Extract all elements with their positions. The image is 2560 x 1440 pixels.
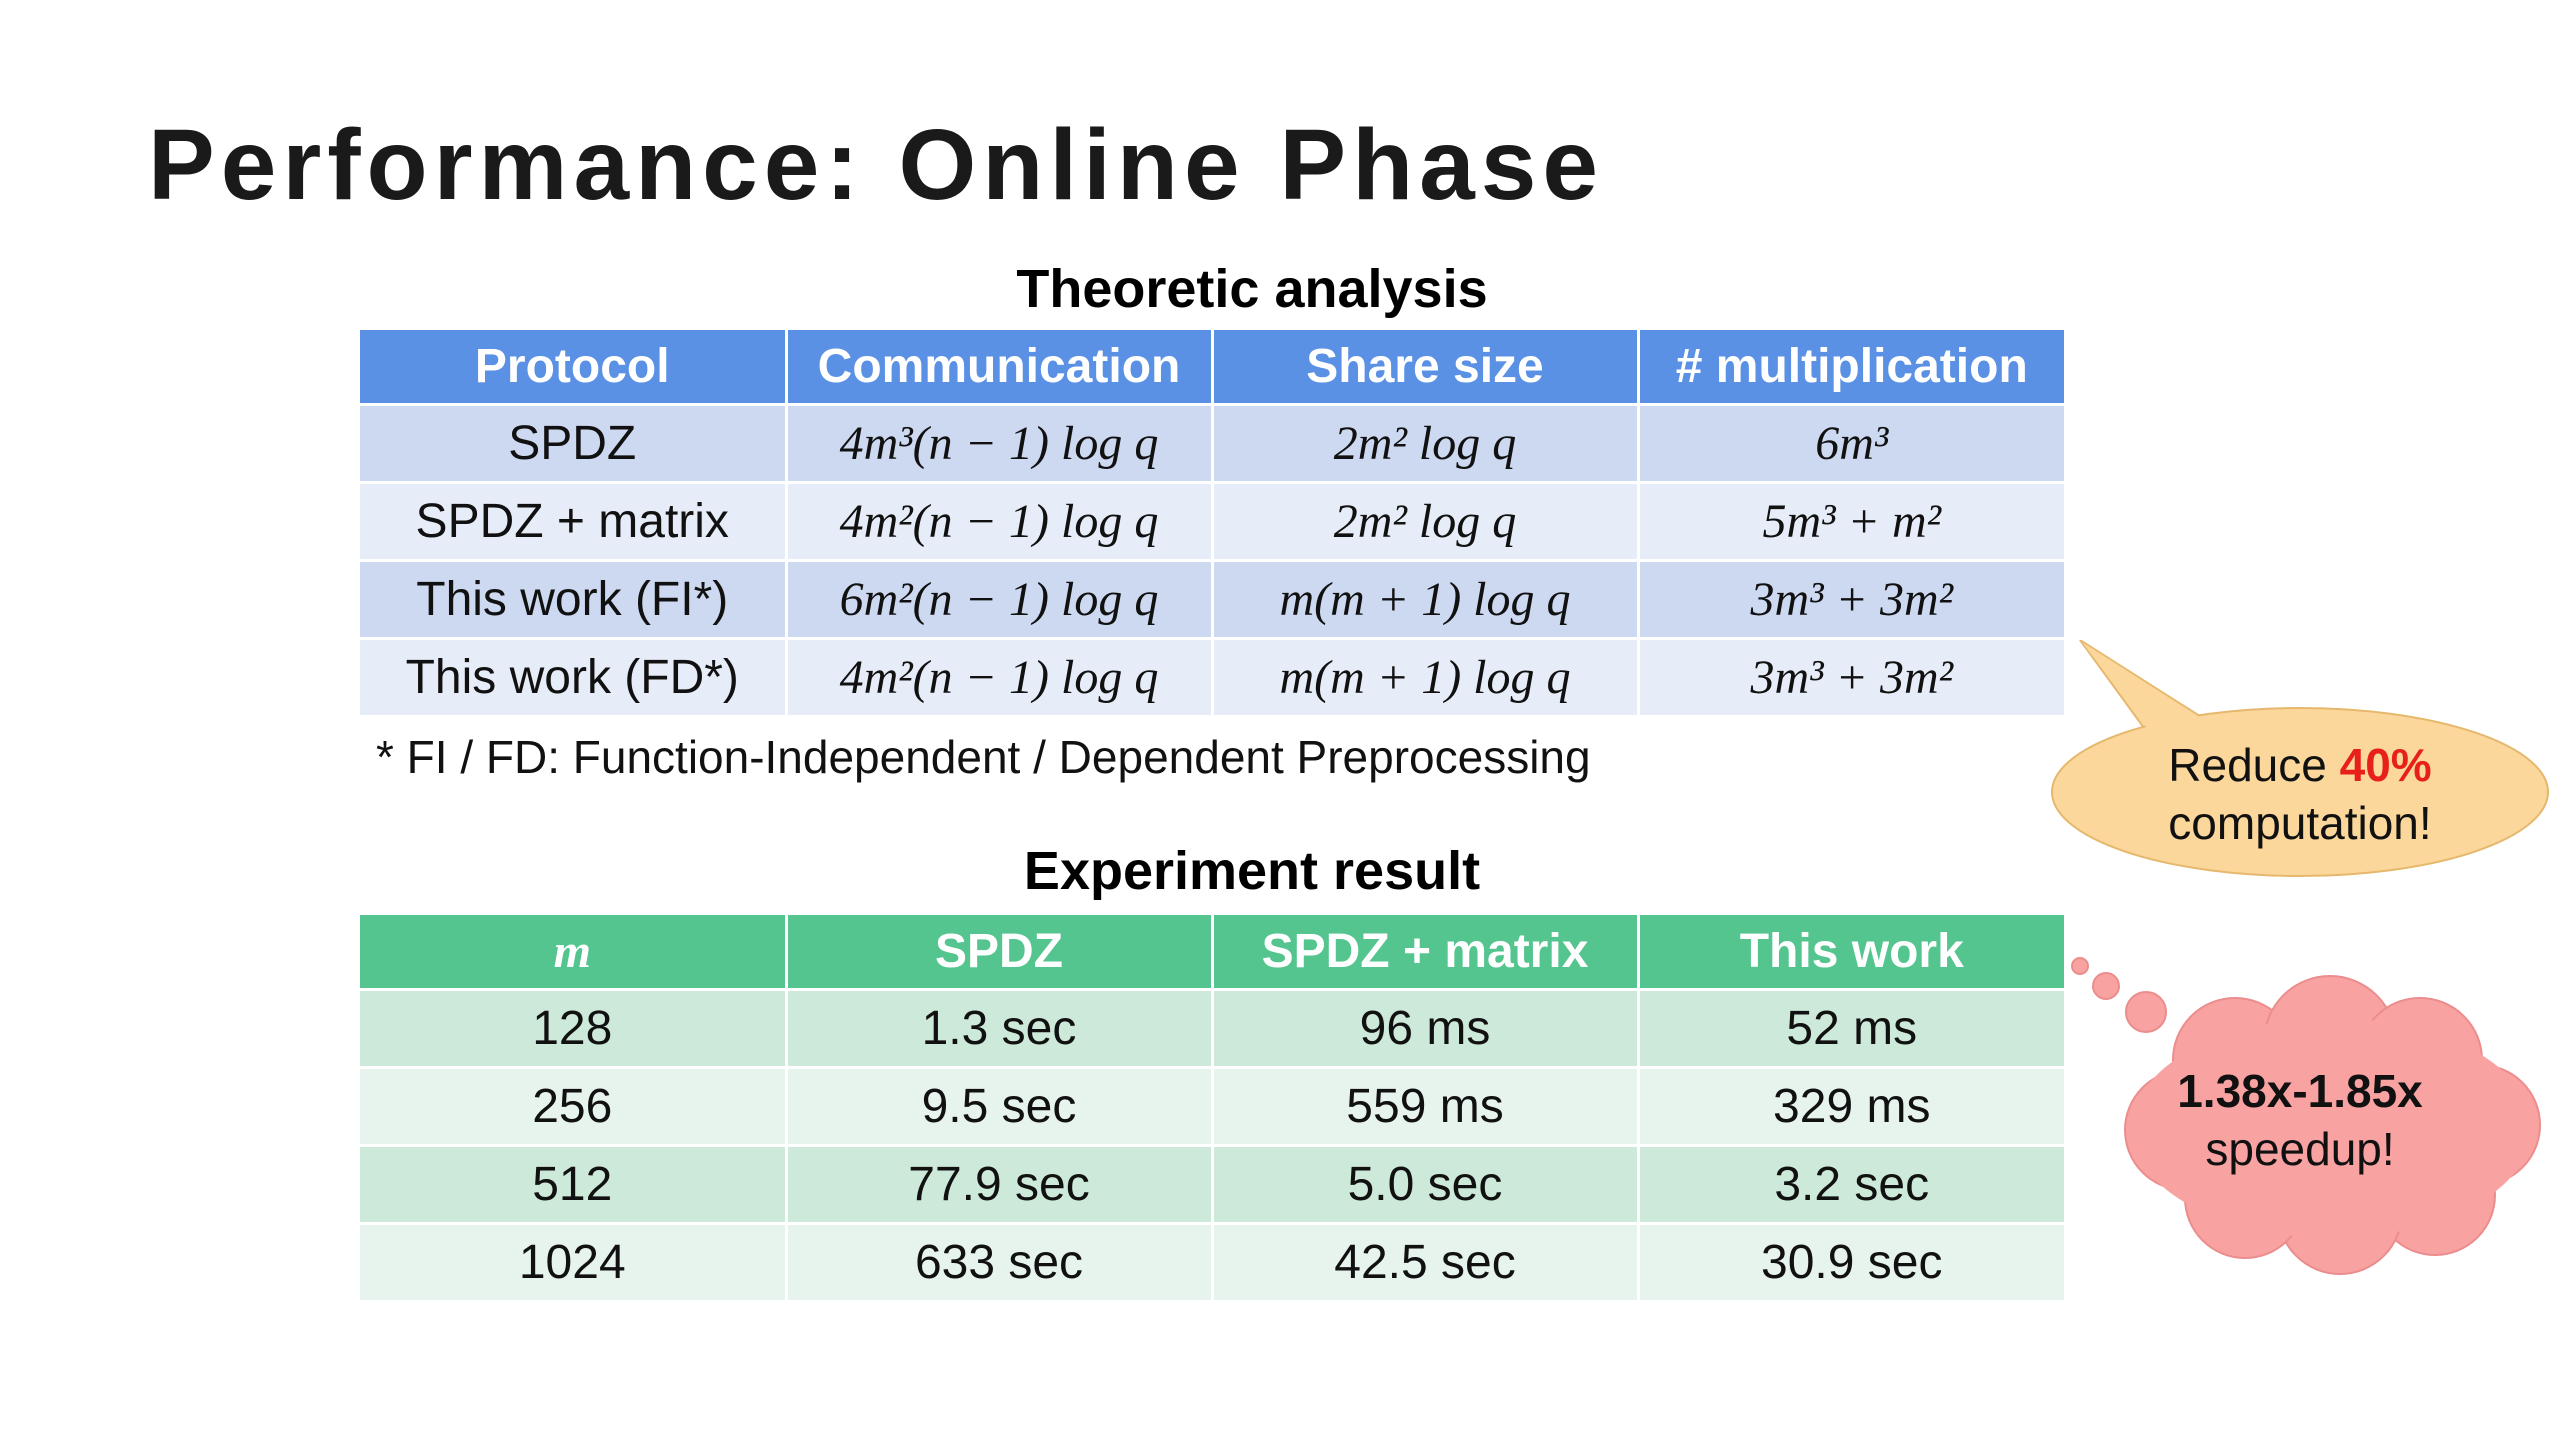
this-work-cell: 52 ms [1638,989,2064,1069]
protocol-cell: This work (FD*) [360,638,788,718]
table-row: 128 1.3 sec 96 ms 52 ms [360,989,2064,1069]
spdz-cell: 633 sec [786,1223,1214,1303]
theory-header-protocol: Protocol [360,330,788,406]
spdz-matrix-cell: 42.5 sec [1212,1223,1640,1303]
experiment-header-spdz-matrix: SPDZ + matrix [1212,915,1640,991]
protocol-cell: This work (FI*) [360,560,788,640]
speech-bubble-body [2051,707,2549,877]
experiment-header-m: m [360,915,788,991]
theory-header-communication: Communication [786,330,1214,406]
experiment-header-this-work: This work [1638,915,2064,991]
speedup-value: 1.38x-1.85x [2177,1065,2423,1117]
experiment-table: m SPDZ SPDZ + matrix This work 128 1.3 s… [360,915,2064,1303]
speedup-callout: 1.38x-1.85x speedup! [2090,1062,2510,1178]
share-size-cell: 2m² log q [1212,404,1640,484]
table-row: This work (FD*) 4m²(n − 1) log q m(m + 1… [360,638,2064,718]
table-row: This work (FI*) 6m²(n − 1) log q m(m + 1… [360,560,2064,640]
this-work-cell: 3.2 sec [1638,1145,2064,1225]
speedup-label: speedup! [2205,1123,2395,1175]
thought-dot-large [2125,991,2167,1033]
communication-cell: 4m²(n − 1) log q [786,482,1214,562]
multiplication-cell: 3m³ + 3m² [1638,638,2064,718]
reduce-callout: Reduce 40% computation! [2060,736,2540,852]
table-row: 1024 633 sec 42.5 sec 30.9 sec [360,1223,2064,1303]
multiplication-cell: 6m³ [1638,404,2064,484]
table-row: SPDZ + matrix 4m²(n − 1) log q 2m² log q… [360,482,2064,562]
share-size-cell: m(m + 1) log q [1212,560,1640,640]
table-row: SPDZ 4m³(n − 1) log q 2m² log q 6m³ [360,404,2064,484]
share-size-cell: m(m + 1) log q [1212,638,1640,718]
experiment-header-row: m SPDZ SPDZ + matrix This work [360,915,2064,991]
table-row: 512 77.9 sec 5.0 sec 3.2 sec [360,1145,2064,1225]
reduce-prefix: Reduce [2168,739,2340,791]
theory-header-share-size: Share size [1212,330,1640,406]
thought-cloud-shape [2071,957,2541,1275]
multiplication-cell: 3m³ + 3m² [1638,560,2064,640]
multiplication-cell: 5m³ + m² [1638,482,2064,562]
this-work-cell: 329 ms [1638,1067,2064,1147]
protocol-cell: SPDZ [360,404,788,484]
spdz-cell: 9.5 sec [786,1067,1214,1147]
footnote: * FI / FD: Function-Independent / Depend… [376,731,1591,783]
spdz-cell: 1.3 sec [786,989,1214,1069]
m-cell: 512 [360,1145,788,1225]
m-cell: 128 [360,989,788,1069]
m-cell: 1024 [360,1223,788,1303]
table-row: 256 9.5 sec 559 ms 329 ms [360,1067,2064,1147]
spdz-cell: 77.9 sec [786,1145,1214,1225]
spdz-matrix-cell: 559 ms [1212,1067,1640,1147]
share-size-cell: 2m² log q [1212,482,1640,562]
theory-header-row: Protocol Communication Share size # mult… [360,330,2064,406]
theory-table: Protocol Communication Share size # mult… [360,330,2064,718]
communication-cell: 4m³(n − 1) log q [786,404,1214,484]
this-work-cell: 30.9 sec [1638,1223,2064,1303]
experiment-caption: Experiment result [1023,841,1481,901]
protocol-cell: SPDZ + matrix [360,482,788,562]
communication-cell: 4m²(n − 1) log q [786,638,1214,718]
thought-dot-small [2071,957,2089,975]
speech-bubble-shape [2051,640,2549,877]
communication-cell: 6m²(n − 1) log q [786,560,1214,640]
spdz-matrix-cell: 96 ms [1212,989,1640,1069]
spdz-matrix-cell: 5.0 sec [1212,1145,1640,1225]
thought-dot-medium [2092,972,2120,1000]
experiment-header-spdz: SPDZ [786,915,1214,991]
theory-caption: Theoretic analysis [1016,259,1488,319]
m-cell: 256 [360,1067,788,1147]
slide-title: Performance: Online Phase [148,109,1605,221]
reduce-suffix: computation! [2168,797,2432,849]
theory-header-multiplication: # multiplication [1638,330,2064,406]
reduce-highlight: 40% [2339,739,2432,791]
